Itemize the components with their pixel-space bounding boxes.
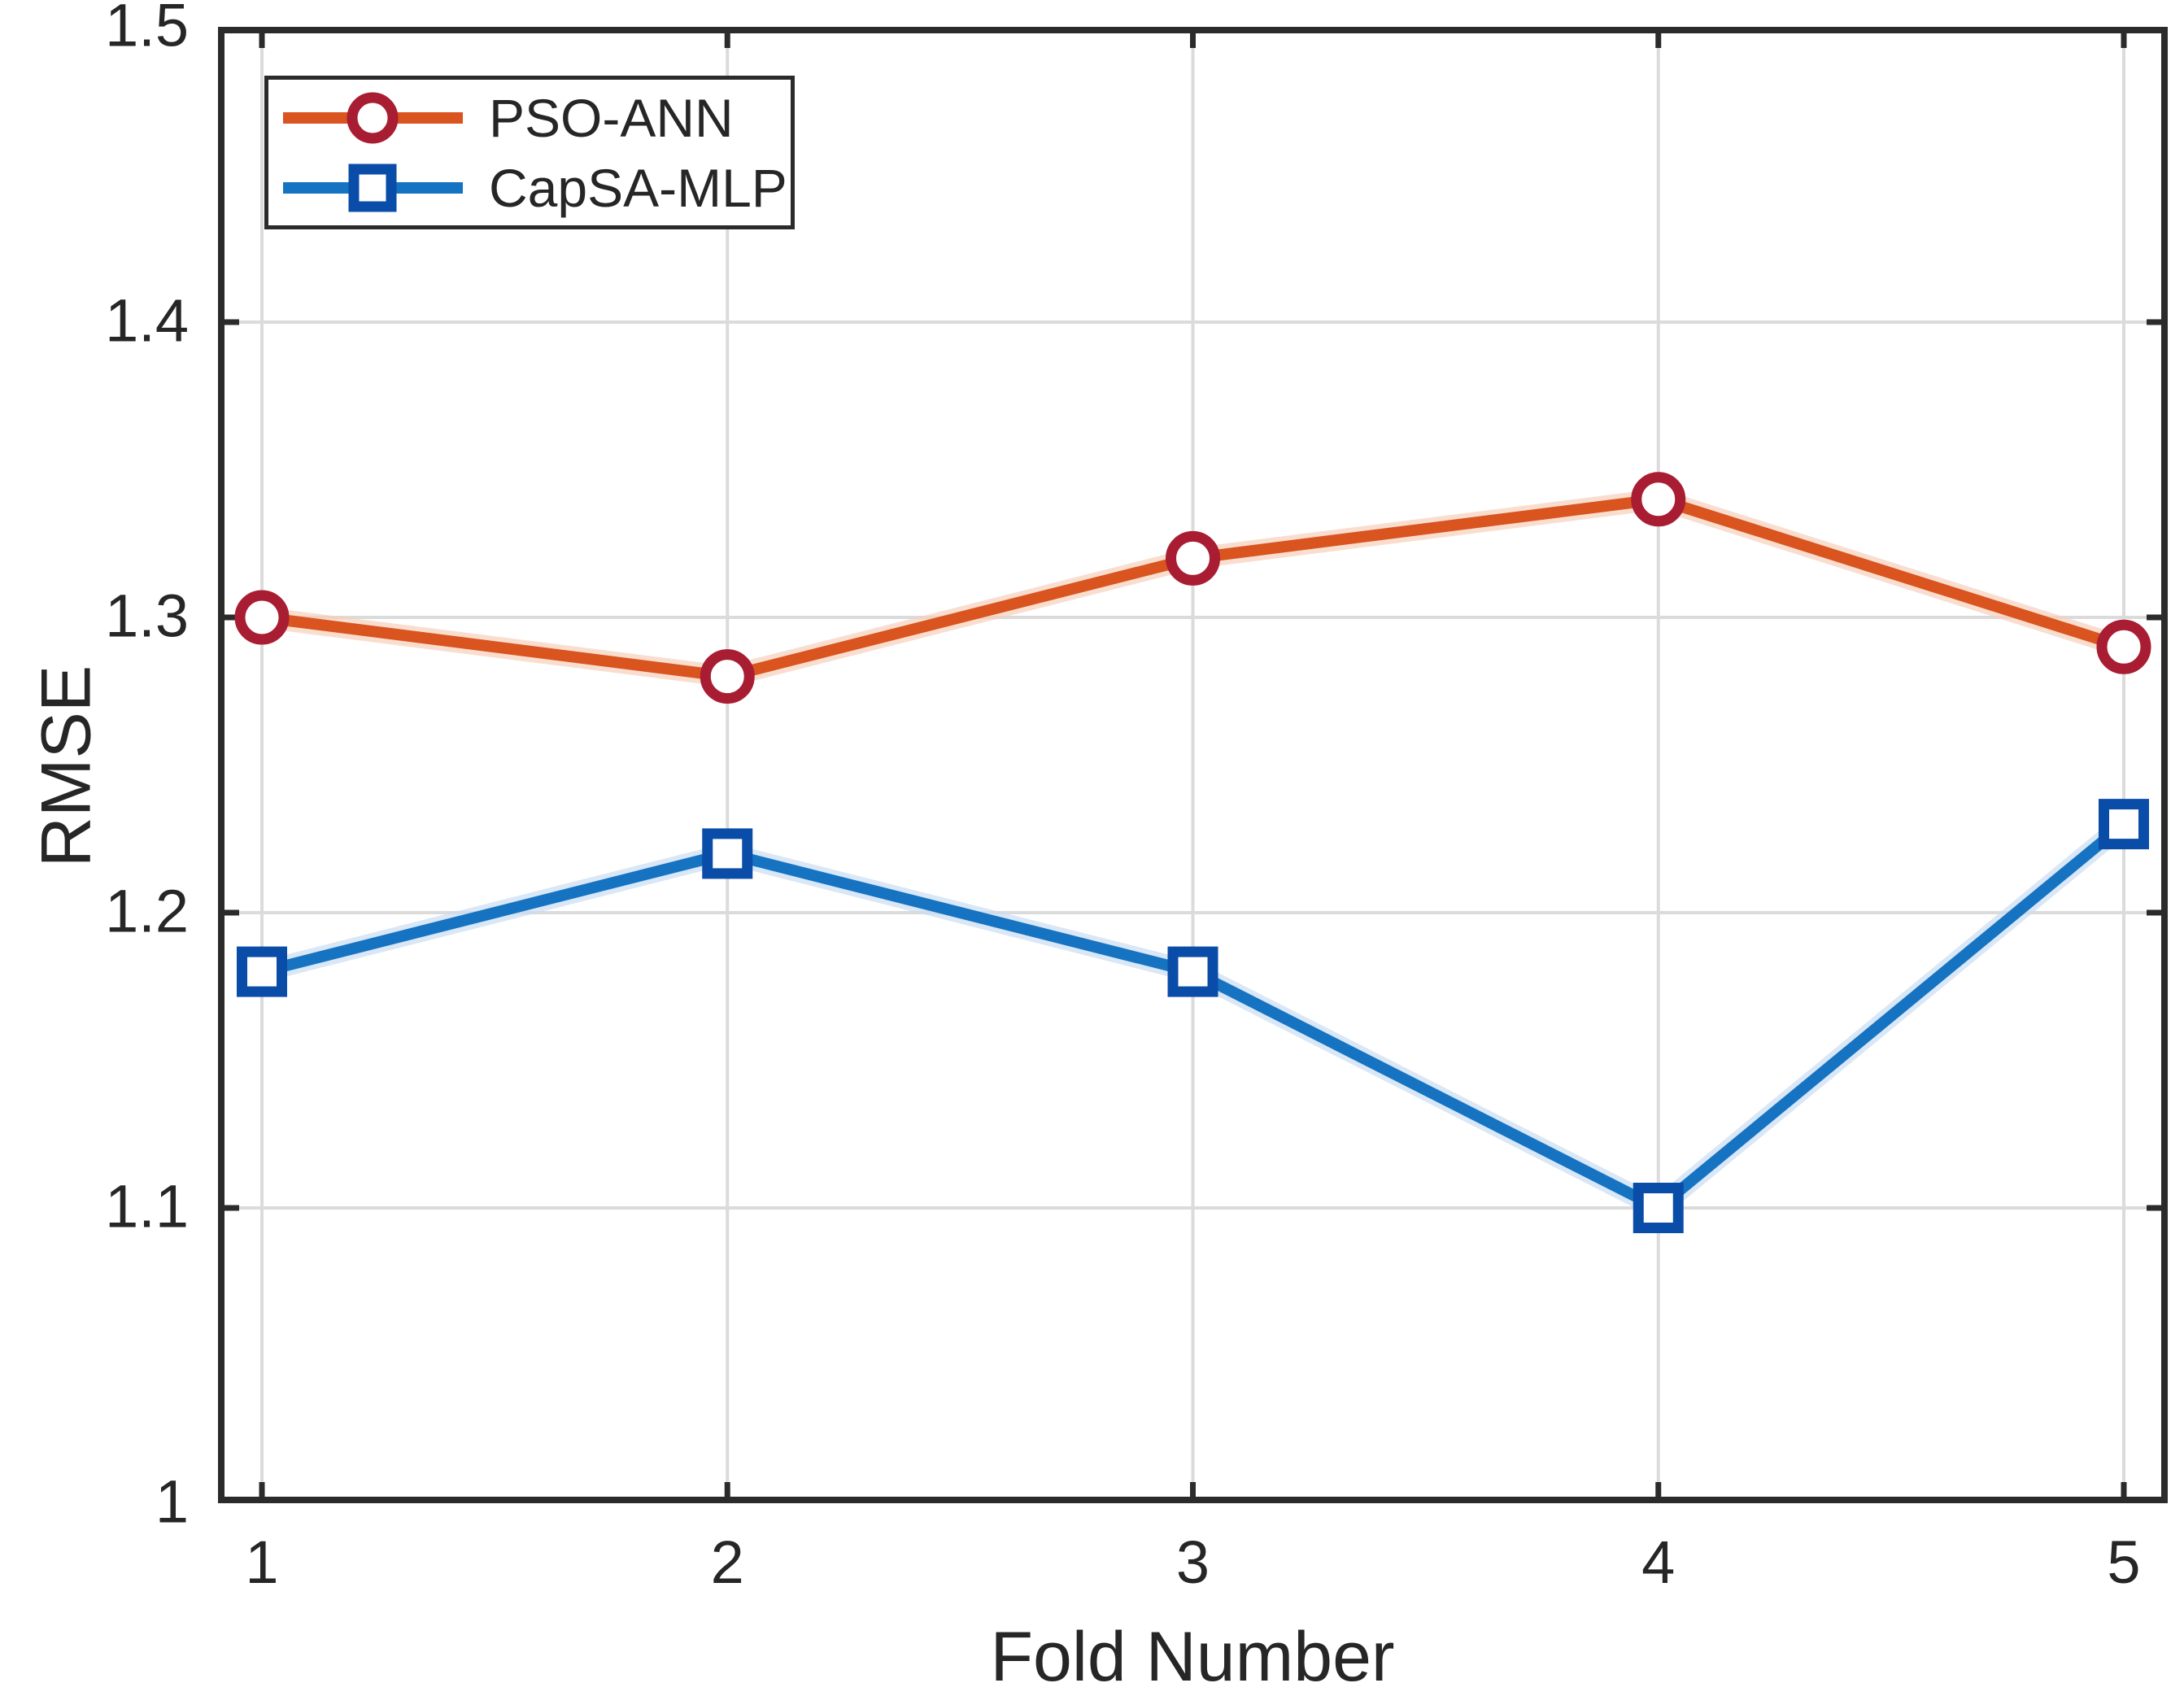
plot-area	[218, 27, 2168, 1503]
legend-item-PSO-ANN: PSO-ANN	[281, 86, 782, 150]
x-tick-label: 1	[245, 1528, 279, 1596]
y-tick-label: 1.3	[105, 582, 189, 650]
legend-label: CapSA-MLP	[489, 157, 787, 218]
marker-circle-PSO-ANN	[700, 649, 755, 704]
y-tick-label: 1.1	[105, 1172, 189, 1240]
legend-swatch-circle-icon	[283, 92, 463, 143]
x-tick-label: 4	[1641, 1528, 1676, 1596]
marker-circle-PSO-ANN	[2096, 619, 2151, 674]
marker-square-CapSA-MLP	[1633, 1183, 1684, 1233]
marker-square-CapSA-MLP	[702, 828, 753, 879]
y-axis-title: RMSE	[27, 665, 106, 868]
legend-item-CapSA-MLP: CapSA-MLP	[281, 156, 787, 220]
marker-circle-PSO-ANN	[1631, 472, 1686, 527]
marker-square-CapSA-MLP	[2099, 799, 2149, 850]
legend: PSO-ANN CapSA-MLP	[264, 76, 795, 229]
x-axis-title: Fold Number	[990, 1618, 1395, 1696]
x-tick-label: 5	[2107, 1528, 2141, 1596]
y-tick-label: 1	[155, 1467, 189, 1536]
legend-swatch-square-icon	[283, 163, 463, 211]
x-tick-label: 3	[1175, 1528, 1210, 1596]
y-tick-label: 1.4	[105, 286, 189, 355]
y-tick-label: 1.5	[105, 0, 189, 59]
legend-label: PSO-ANN	[489, 87, 734, 148]
y-tick-label: 1.2	[105, 877, 189, 945]
marker-square-CapSA-MLP	[1167, 946, 1218, 997]
marker-circle-PSO-ANN	[234, 590, 290, 645]
x-tick-label: 2	[710, 1528, 744, 1596]
marker-square-CapSA-MLP	[237, 946, 287, 997]
marker-circle-PSO-ANN	[1166, 530, 1220, 586]
